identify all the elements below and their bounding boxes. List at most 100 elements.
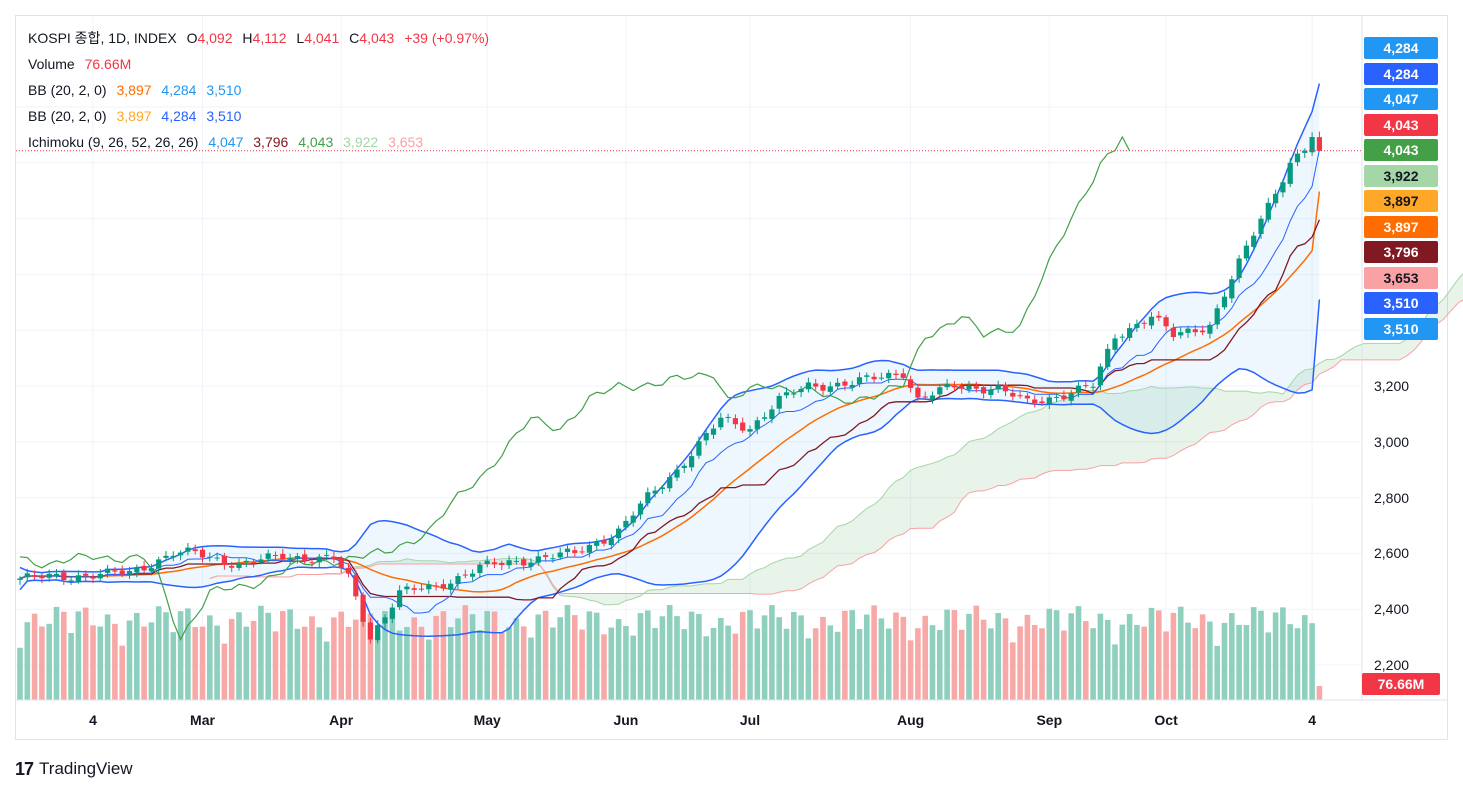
volume-bar [652,627,658,700]
volume-bar [68,633,74,700]
candle-body [1156,315,1162,318]
bb2-label: BB (20, 2, 0) [28,108,107,124]
candle-body [1214,308,1220,325]
volume-bar [1075,606,1082,700]
candle-body [951,385,957,388]
volume-bar [900,616,907,700]
candle-body [995,385,1001,390]
volume-bar [885,628,892,700]
volume-bar [301,626,308,700]
price-tag: 3,922 [1364,164,1438,187]
candle-body [922,396,928,398]
volume-bar [185,608,191,700]
candle-body [382,617,388,624]
volume-bar [623,626,629,700]
price-tag: 3,510 [1364,317,1438,340]
candle-body [988,389,994,395]
candle-body [637,503,644,515]
candle-body [747,429,753,432]
volume-bar [1287,624,1293,700]
candle-body [426,584,432,590]
low-label: L [296,30,305,46]
candle-body [732,418,738,425]
price-tag: 3,796 [1364,241,1438,263]
brand-name: TradingView [39,759,133,778]
volume-bar [1170,612,1177,700]
volume-bar [878,618,885,700]
volume-bar [572,615,578,700]
candle-body [338,558,344,569]
volume-bar [1302,615,1308,700]
candle-body [623,520,629,528]
candle-body [105,568,111,573]
volume-bar [82,607,89,700]
bb-lower-line [19,299,1321,637]
candle-body [32,575,38,577]
volume-bar [842,610,848,700]
volume-bar [462,605,469,700]
symbol-name: KOSPI 종합, 1D, INDEX [28,30,177,46]
price-tag: 4,043 [1364,113,1438,136]
candle-body [389,607,395,619]
candle-body [1024,395,1030,399]
candle-body [791,393,797,395]
candle-body [886,372,892,379]
volume-bar [958,629,965,700]
candle-body [513,560,519,562]
volume-label: Volume [28,56,75,72]
price-tag: 4,047 [1364,88,1438,110]
volume-bar [645,610,651,700]
candle-body [1294,153,1301,163]
volume-bar [739,611,746,700]
candle-body [754,420,760,430]
bb2-basis: 3,897 [116,108,152,124]
volume-bar [404,626,410,700]
candle-body [820,384,826,391]
volume-bar [761,615,768,700]
candle-body [192,549,198,552]
volume-bar [1068,613,1074,700]
candle-body [973,386,979,389]
tradingview-logo-icon: 17 [15,758,34,779]
candle-body [375,625,381,641]
ichimoku-conversion: 4,047 [208,134,244,150]
ichimoku-cloud [209,273,1463,605]
candle-body [156,559,162,569]
candle-body [528,562,534,567]
candle-body [24,573,30,578]
candle-body [17,578,23,580]
volume-bar [1265,632,1272,700]
candle-body [835,382,841,387]
volume-bar [798,615,804,700]
candle-body [1039,401,1045,404]
volume-bar [243,626,250,700]
bb1-basis: 3,897 [116,82,152,98]
tradingview-brand[interactable]: 17 TradingView [15,758,133,780]
candle-body [1141,322,1147,324]
candle-body [68,580,74,582]
lead-a-line [209,272,1463,606]
candle-body [689,456,695,468]
volume-bar [1250,607,1257,700]
volume-bar [31,613,38,700]
candle-body [864,375,870,377]
candle-body [1309,136,1315,153]
candle-body [1148,316,1155,326]
candle-body [1258,218,1264,235]
volume-bar [382,611,388,700]
volume-bar [228,618,235,700]
candle-body [1061,395,1067,400]
volume-bar [389,610,396,700]
volume-bar [1061,630,1067,700]
volume-bar [747,610,753,700]
candle-body [360,594,366,622]
candle-body [608,538,614,546]
candle-body [221,555,227,565]
candle-body [1046,397,1052,405]
volume-bar [630,635,636,700]
volume-bar [477,630,483,700]
candle-body [397,590,403,608]
candle-body [294,556,300,559]
candle-body [243,560,249,563]
